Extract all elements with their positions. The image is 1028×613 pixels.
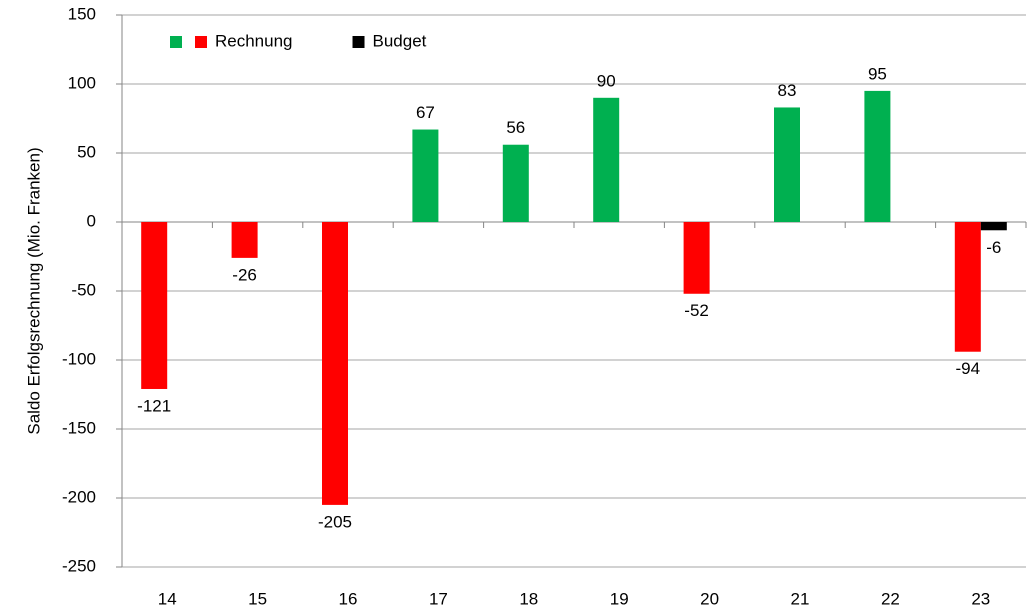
- value-label: 56: [506, 118, 525, 137]
- x-tick-label: 16: [339, 589, 358, 608]
- x-tick-label: 15: [248, 589, 267, 608]
- y-tick-label: -50: [71, 280, 96, 299]
- y-tick-label: 100: [68, 73, 96, 92]
- bar: [683, 222, 710, 294]
- bar: [412, 129, 439, 222]
- value-label: 90: [597, 71, 616, 90]
- y-tick-label: -200: [62, 487, 96, 506]
- x-tick-label: 22: [881, 589, 900, 608]
- bar: [593, 97, 620, 222]
- y-tick-label: -150: [62, 418, 96, 437]
- value-label: 95: [868, 64, 887, 83]
- y-axis-title: Saldo Erfolgsrechnung (Mio. Franken): [24, 147, 43, 434]
- bar: [980, 222, 1007, 231]
- y-tick-label: 0: [87, 211, 96, 230]
- legend-label: Rechnung: [215, 31, 293, 50]
- y-tick-label: 150: [68, 4, 96, 23]
- y-tick-label: -100: [62, 349, 96, 368]
- bar: [864, 90, 891, 223]
- bar: [774, 107, 800, 222]
- x-tick-label: 17: [429, 589, 448, 608]
- legend-swatch: [170, 36, 182, 48]
- x-tick-label: 20: [700, 589, 719, 608]
- x-tick-label: 18: [519, 589, 538, 608]
- x-tick-label: 14: [158, 589, 177, 608]
- value-label: -205: [318, 512, 352, 531]
- bar: [231, 222, 258, 258]
- bar: [502, 144, 529, 222]
- x-tick-label: 21: [791, 589, 810, 608]
- value-label: -6: [986, 238, 1001, 257]
- value-label: 83: [778, 81, 797, 100]
- bar: [141, 222, 168, 389]
- legend-swatch: [352, 36, 365, 48]
- bar: [322, 222, 348, 505]
- value-label: -26: [232, 265, 257, 284]
- value-label: -94: [956, 359, 981, 378]
- y-tick-label: 50: [77, 142, 96, 161]
- value-label: -52: [684, 301, 709, 320]
- x-tick-label: 19: [610, 589, 629, 608]
- legend-label: Budget: [373, 31, 427, 50]
- y-tick-label: -250: [62, 556, 96, 575]
- legend-swatch: [195, 36, 207, 48]
- value-label: 67: [416, 103, 435, 122]
- value-label: -121: [137, 396, 171, 415]
- bar: [954, 222, 981, 352]
- x-tick-label: 23: [971, 589, 990, 608]
